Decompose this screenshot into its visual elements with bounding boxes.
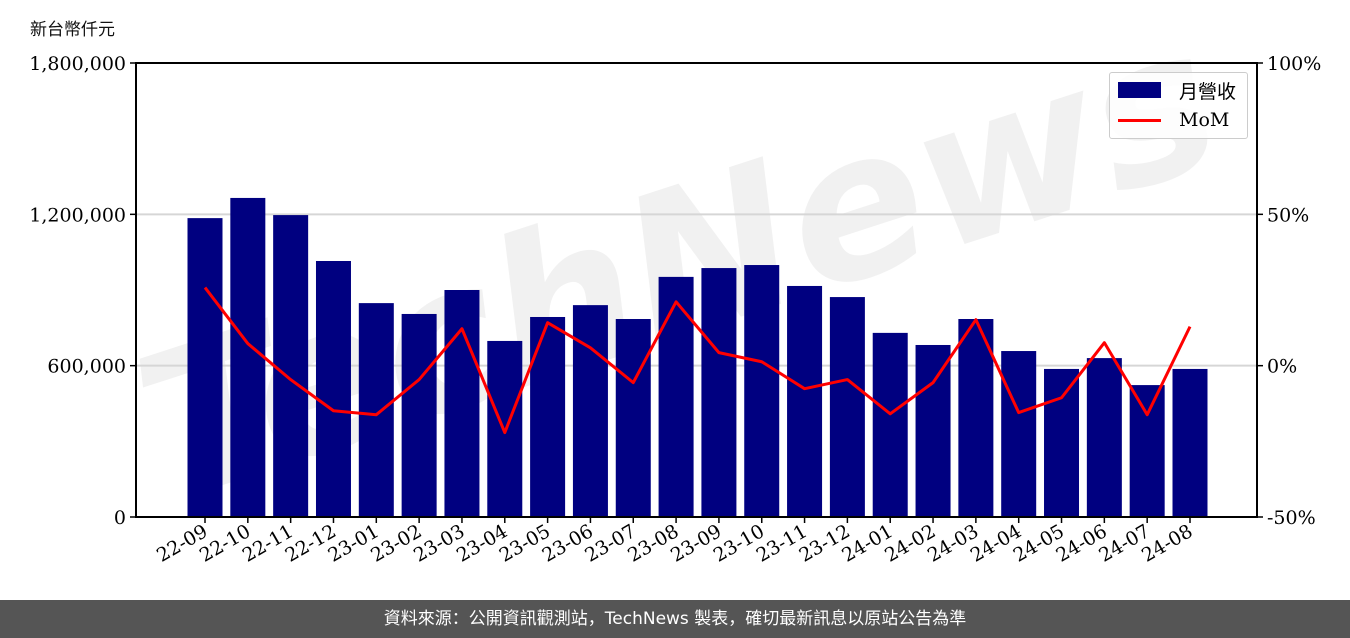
- bar-23-11: [787, 285, 823, 517]
- y-left-tick-label: 1,800,000: [29, 53, 126, 75]
- y-left-tick-label: 1,200,000: [29, 204, 126, 226]
- plot-frame: [135, 62, 1258, 518]
- y-left-tick-label: 0: [114, 507, 126, 529]
- bar-24-07: [1129, 385, 1165, 517]
- bar-23-12: [829, 297, 865, 517]
- y-right-tick-label: 100%: [1267, 53, 1321, 75]
- legend: 月營收 MoM: [1109, 72, 1248, 139]
- x-tick-label: 24-08: [1138, 520, 1196, 566]
- legend-item-mom: MoM: [1118, 108, 1229, 132]
- bar-22-10: [230, 197, 266, 517]
- bar-23-05: [530, 316, 566, 517]
- mom-line: [203, 286, 1192, 435]
- bar-24-06: [1086, 358, 1122, 517]
- bar-23-01: [358, 303, 394, 517]
- legend-swatch-bar: [1118, 82, 1161, 98]
- bar-22-12: [315, 260, 351, 517]
- chart: TechNews0600,0001,200,0001,800,000-50%0%…: [29, 0, 1321, 567]
- bar-24-04: [1001, 351, 1037, 517]
- y-right-tick-label: 50%: [1267, 204, 1309, 226]
- bar-24-05: [1044, 368, 1080, 517]
- legend-label: MoM: [1179, 109, 1230, 131]
- bar-23-02: [401, 313, 437, 517]
- y-left-tick-label: 600,000: [47, 356, 126, 378]
- bar-23-08: [658, 276, 694, 517]
- legend-swatch-line: [1118, 118, 1161, 122]
- bar-23-03: [444, 290, 480, 517]
- y-right-tick-label: -50%: [1267, 507, 1316, 529]
- bar-24-01: [872, 332, 908, 517]
- bar-24-08: [1172, 368, 1208, 517]
- legend-label: 月營收: [1179, 80, 1237, 103]
- y-right-tick-label: 0%: [1267, 356, 1297, 378]
- bar-23-06: [572, 305, 608, 517]
- source-footer: 資料來源：公開資訊觀測站，TechNews 製表，確切最新訊息以原站公告為準: [0, 600, 1350, 638]
- bar-22-11: [273, 215, 309, 517]
- bar-22-09: [187, 218, 223, 517]
- bar-24-03: [958, 319, 994, 517]
- bar-23-10: [744, 265, 780, 517]
- bar-23-07: [615, 319, 651, 517]
- y-axis-unit-label: 新台幣仟元: [30, 20, 115, 40]
- legend-item-revenue: 月營收: [1118, 78, 1237, 103]
- bar-23-09: [701, 268, 737, 517]
- bar-24-02: [915, 344, 951, 517]
